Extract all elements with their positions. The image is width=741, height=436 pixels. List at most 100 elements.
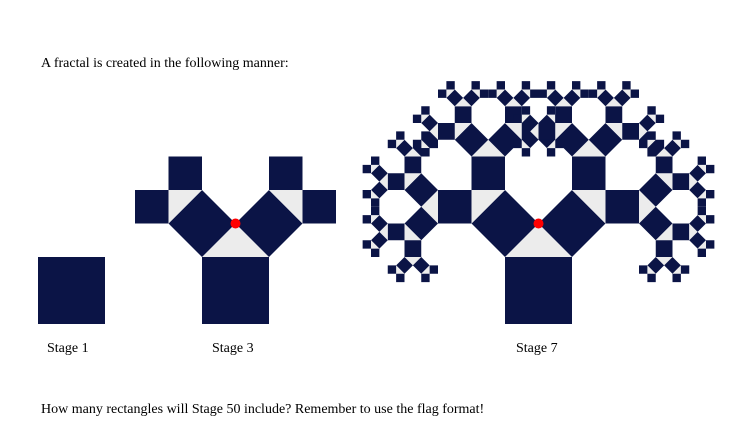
stage-1-fractal	[38, 257, 105, 324]
fractal-triangle	[404, 223, 422, 241]
fractal-square	[513, 139, 522, 149]
fractal-square	[521, 114, 539, 132]
fractal-square	[689, 215, 706, 232]
fractal-triangle	[672, 139, 681, 149]
fractal-triangle	[371, 164, 380, 174]
fractal-square	[446, 81, 455, 90]
fractal-square	[421, 273, 430, 283]
fractal-triangle	[404, 257, 422, 266]
fractal-square	[371, 198, 380, 207]
fractal-square	[421, 114, 438, 132]
fractal-triangle	[371, 240, 380, 249]
fractal-triangle	[639, 190, 656, 224]
fractal-triangle	[655, 223, 673, 241]
fractal-square	[362, 190, 371, 199]
fractal-square	[471, 81, 480, 90]
fractal-square	[672, 273, 681, 283]
fractal-square	[630, 89, 639, 98]
fractal-square	[655, 240, 673, 257]
fractal-square	[588, 89, 598, 98]
fractal-square	[530, 89, 539, 98]
fractal-triangle	[505, 97, 522, 107]
fractal-square	[135, 190, 169, 224]
fractal-triangle	[639, 123, 648, 140]
fractal-square	[38, 257, 105, 324]
fractal-triangle	[269, 190, 303, 224]
fractal-square	[438, 190, 472, 224]
fractal-square	[639, 139, 648, 149]
fractal-triangle	[396, 139, 405, 149]
fractal-square	[563, 89, 581, 107]
fractal-triangle	[505, 223, 572, 257]
fractal-square	[647, 273, 656, 283]
fractal-square	[672, 131, 681, 140]
fractal-triangle	[496, 89, 505, 98]
fractal-square	[697, 198, 706, 207]
fractal-triangle	[546, 89, 556, 98]
fractal-triangle	[521, 89, 531, 98]
fractal-triangle	[597, 89, 606, 98]
fractal-square	[572, 81, 581, 90]
fractal-square	[387, 265, 397, 274]
fractal-square	[269, 156, 303, 190]
fractal-square	[412, 114, 422, 123]
fractal-square	[421, 106, 430, 115]
fractal-square	[168, 156, 202, 190]
fractal-square	[404, 240, 422, 257]
fractal-square	[647, 139, 665, 157]
fractal-square	[371, 206, 380, 216]
fractal-triangle	[454, 123, 472, 140]
fractal-square	[647, 131, 656, 140]
fractal-square	[521, 106, 531, 115]
fractal-square	[664, 139, 681, 157]
fractal-square	[412, 257, 430, 274]
fractal-square	[387, 223, 405, 241]
fractal-square	[613, 89, 631, 107]
fractal-square	[371, 181, 388, 199]
fractal-square	[479, 89, 489, 98]
fractal-square	[647, 106, 656, 115]
fractal-triangle	[655, 148, 673, 157]
fractal-square	[697, 206, 706, 216]
red-marker-dot	[533, 218, 544, 229]
fractal-triangle	[555, 97, 572, 107]
fractal-square	[672, 173, 690, 190]
fractal-square	[521, 81, 531, 90]
fractal-square	[639, 114, 656, 132]
fractal-square	[572, 156, 606, 190]
fractal-square	[639, 265, 648, 274]
fractal-square	[622, 81, 631, 90]
fractal-square	[371, 164, 388, 182]
fractal-square	[538, 123, 556, 140]
fractal-square	[371, 215, 388, 232]
fractal-triangle	[421, 139, 430, 149]
fractal-square	[689, 164, 706, 182]
fractal-triangle	[505, 123, 522, 140]
fractal-square	[689, 181, 706, 199]
intro-text: A fractal is created in the following ma…	[41, 56, 289, 71]
fractal-square	[546, 148, 556, 157]
stage-3-fractal	[135, 156, 336, 324]
fractal-triangle	[605, 123, 623, 140]
fractal-triangle	[202, 223, 269, 257]
fractal-square	[521, 148, 531, 157]
fractal-triangle	[572, 139, 606, 157]
red-marker-dot	[230, 218, 241, 229]
stage-3-label: Stage 3	[212, 341, 254, 356]
fractal-triangle	[689, 173, 698, 190]
fractal-square	[202, 257, 269, 324]
fractal-triangle	[471, 89, 480, 98]
fractal-triangle	[605, 97, 623, 107]
fractal-triangle	[572, 89, 581, 98]
stage-1-label: Stage 1	[47, 341, 89, 356]
fractal-square	[496, 89, 514, 107]
fractal-square	[538, 89, 547, 98]
fractal-triangle	[421, 190, 438, 224]
fractal-square	[463, 89, 480, 107]
fractal-square	[605, 106, 623, 123]
fractal-square	[454, 106, 472, 123]
fractal-square	[496, 81, 505, 90]
fractal-triangle	[446, 89, 455, 98]
fractal-square	[706, 215, 715, 224]
